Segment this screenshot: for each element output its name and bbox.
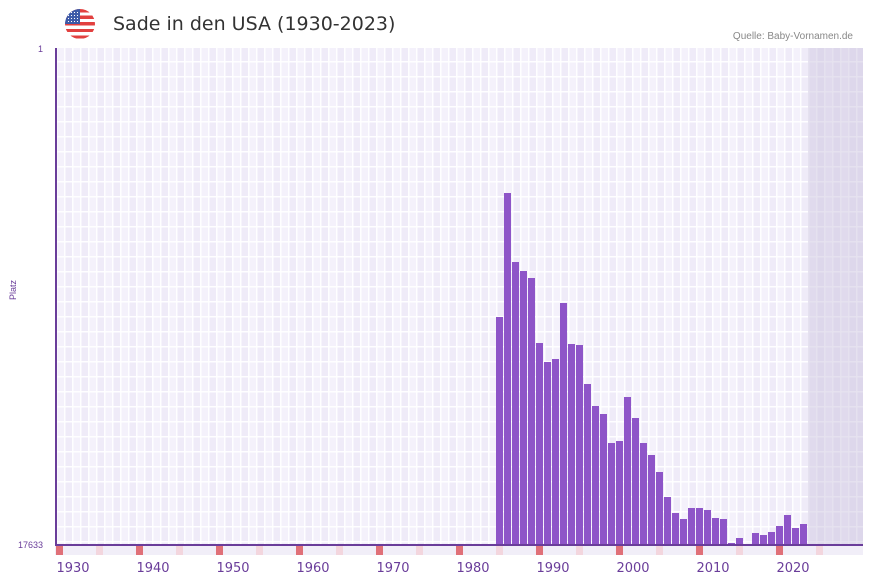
- bar-2013[interactable]: [720, 519, 727, 545]
- x-tick-label-1970: 1970: [376, 561, 410, 576]
- decade-tick-2020: [776, 546, 783, 555]
- y-axis-bottom-label: 17633: [18, 540, 44, 550]
- x-tick-label-2000: 2000: [616, 561, 650, 576]
- x-axis-line: [55, 544, 863, 546]
- x-tick-label-1940: 1940: [136, 561, 170, 576]
- bar-2003[interactable]: [640, 443, 647, 545]
- bar-2012[interactable]: [712, 518, 719, 545]
- bar-1989[interactable]: [528, 278, 535, 545]
- decade-tick-1930: [56, 546, 63, 555]
- bar-2004[interactable]: [648, 455, 655, 545]
- bar-1999[interactable]: [608, 443, 615, 545]
- x-tick-label-1950: 1950: [216, 561, 250, 576]
- bar-2010[interactable]: [696, 508, 703, 545]
- bar-1993[interactable]: [560, 303, 567, 545]
- half-decade-tick-1985: [496, 546, 503, 555]
- bar-2023[interactable]: [800, 524, 807, 545]
- page-title: Sade in den USA (1930-2023): [113, 13, 396, 35]
- year-tick-row: [55, 546, 863, 555]
- x-tick-label-1980: 1980: [456, 561, 490, 576]
- bar-2009[interactable]: [688, 508, 695, 545]
- bar-1998[interactable]: [600, 414, 607, 545]
- half-decade-tick-1975: [416, 546, 423, 555]
- x-tick-label-1990: 1990: [536, 561, 570, 576]
- source-label: Quelle: Baby-Vornamen.de: [732, 31, 853, 42]
- decade-tick-2010: [696, 546, 703, 555]
- bar-2018[interactable]: [760, 535, 767, 545]
- half-decade-tick-1945: [176, 546, 183, 555]
- half-decade-tick-2015: [736, 546, 743, 555]
- chart-plot-area: [55, 48, 863, 545]
- bar-2019[interactable]: [768, 531, 775, 545]
- bar-1995[interactable]: [576, 345, 583, 545]
- bar-1985[interactable]: [496, 316, 503, 545]
- bar-2021[interactable]: [784, 515, 791, 545]
- y-axis-line: [55, 48, 57, 545]
- bar-2011[interactable]: [704, 510, 711, 545]
- future-shaded-region: [808, 48, 863, 545]
- bar-1987[interactable]: [512, 261, 519, 545]
- bar-1996[interactable]: [584, 384, 591, 545]
- half-decade-tick-1935: [96, 546, 103, 555]
- decade-tick-1980: [456, 546, 463, 555]
- bar-2020[interactable]: [776, 526, 783, 545]
- x-tick-label-1960: 1960: [296, 561, 330, 576]
- decade-tick-2000: [616, 546, 623, 555]
- bar-1992[interactable]: [552, 359, 559, 545]
- bar-2001[interactable]: [624, 397, 631, 545]
- bar-2022[interactable]: [792, 528, 799, 545]
- bar-2005[interactable]: [656, 472, 663, 545]
- us-flag-icon: [65, 9, 95, 39]
- decade-tick-1970: [376, 546, 383, 555]
- half-decade-tick-2025: [816, 546, 823, 555]
- bar-1986[interactable]: [504, 192, 511, 545]
- half-decade-tick-1955: [256, 546, 263, 555]
- y-axis-title: Platz: [8, 279, 18, 300]
- bar-2014[interactable]: [728, 542, 735, 545]
- bar-1988[interactable]: [520, 270, 527, 545]
- decade-tick-1940: [136, 546, 143, 555]
- bar-1997[interactable]: [592, 406, 599, 545]
- bar-2007[interactable]: [672, 513, 679, 545]
- decade-tick-1960: [296, 546, 303, 555]
- decade-tick-1950: [216, 546, 223, 555]
- y-axis-top-label: 1: [38, 44, 44, 54]
- bar-2000[interactable]: [616, 441, 623, 545]
- half-decade-tick-1995: [576, 546, 583, 555]
- bar-2006[interactable]: [664, 497, 671, 545]
- decade-tick-1990: [536, 546, 543, 555]
- bar-2002[interactable]: [632, 418, 639, 545]
- bar-1991[interactable]: [544, 362, 551, 545]
- half-decade-tick-2005: [656, 546, 663, 555]
- x-tick-label-1930: 1930: [56, 561, 90, 576]
- x-tick-label-2010: 2010: [696, 561, 730, 576]
- chart-grid: [55, 48, 863, 545]
- bar-2008[interactable]: [680, 519, 687, 545]
- half-decade-tick-1965: [336, 546, 343, 555]
- bar-1994[interactable]: [568, 344, 575, 545]
- bar-2017[interactable]: [752, 533, 759, 545]
- bar-2015[interactable]: [736, 537, 743, 545]
- bar-1990[interactable]: [536, 343, 543, 545]
- x-tick-label-2020: 2020: [776, 561, 810, 576]
